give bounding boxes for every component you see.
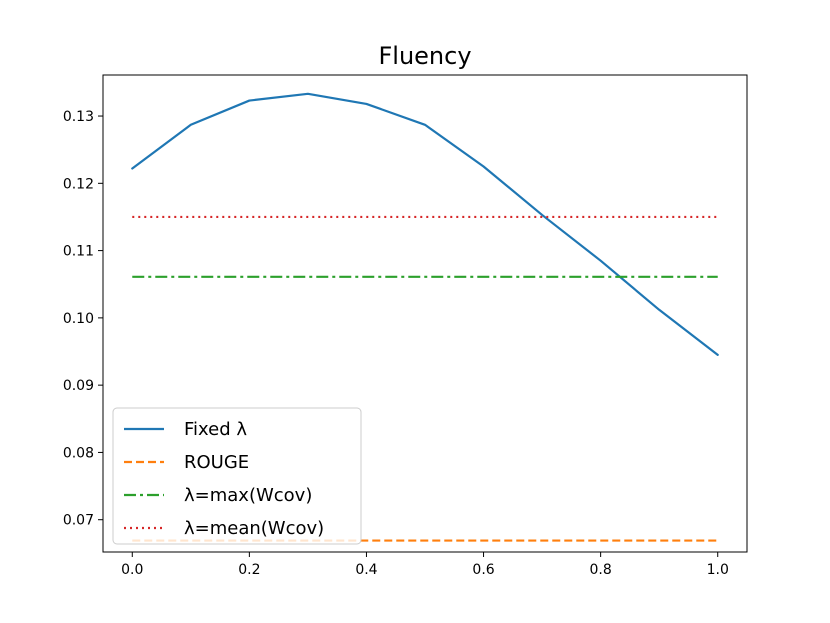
legend-label-2: ROUGE: [184, 452, 249, 473]
legend: Fixed λ ROUGE λ=max(Wcov) λ=mean(Wcov): [112, 407, 362, 545]
legend-box: [112, 407, 362, 545]
legend-label-4: λ=mean(Wcov): [184, 518, 324, 539]
axes-layer: 0.0 0.2 0.4 0.6 0.8 1.0 0.07 0.08 0.09 0.10 0.11 0.…: [63, 74, 748, 578]
x-tick-label: 0.0: [121, 562, 143, 578]
y-tick-label: 0.08: [63, 445, 94, 461]
legend-label-1: Fixed λ: [184, 419, 247, 440]
y-tick-label: 0.07: [63, 513, 94, 529]
x-tick-label: 0.8: [590, 562, 612, 578]
y-tick-label: 0.10: [63, 311, 94, 327]
y-tick-label: 0.13: [63, 109, 94, 125]
x-tick-label: 0.2: [238, 562, 260, 578]
y-tick-label: 0.11: [63, 244, 94, 260]
y-tick-label: 0.09: [63, 378, 94, 394]
x-tick-label: 0.4: [355, 562, 377, 578]
x-tick-label: 0.6: [472, 562, 494, 578]
legend-label-3: λ=max(Wcov): [184, 485, 312, 506]
x-tick-label: 1.0: [707, 562, 729, 578]
chart-title: Fluency: [378, 42, 471, 70]
plot-frame: [102, 74, 748, 553]
y-tick-label: 0.12: [63, 176, 94, 192]
